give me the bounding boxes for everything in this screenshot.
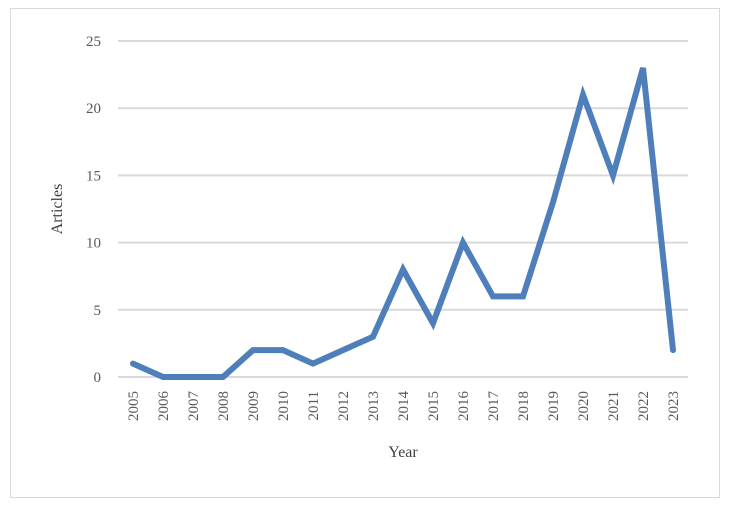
x-tick-label: 2007 — [186, 391, 202, 422]
x-tick-label: 2012 — [336, 391, 352, 421]
x-tick-label: 2017 — [486, 391, 502, 422]
x-tick-label: 2008 — [216, 391, 232, 421]
y-tick-label: 0 — [94, 370, 102, 386]
y-tick-label: 15 — [86, 168, 101, 184]
series-line — [130, 67, 676, 380]
x-tick-label: 2015 — [426, 391, 442, 421]
y-tick-label: 20 — [86, 101, 101, 117]
y-tick-label: 5 — [94, 303, 102, 319]
y-tick-label: 25 — [86, 34, 101, 50]
x-axis-ticks: 2005 2006 2007 2008 2009 2010 2011 2012 2013 2014… — [126, 391, 682, 422]
x-tick-label: 2016 — [456, 391, 472, 422]
x-tick-label: 2021 — [606, 391, 622, 421]
gridlines — [118, 40, 688, 311]
x-tick-label: 2013 — [366, 391, 382, 421]
x-tick-label: 2022 — [636, 391, 652, 421]
y-axis-ticks: 0 5 10 15 20 25 — [86, 34, 101, 386]
x-tick-label: 2006 — [156, 391, 172, 422]
x-tick-label: 2019 — [546, 391, 562, 421]
x-tick-label: 2009 — [246, 391, 262, 421]
x-tick-label: 2014 — [396, 391, 412, 422]
y-axis-title: Articles — [49, 184, 66, 235]
x-tick-label: 2010 — [276, 391, 292, 421]
x-tick-label: 2020 — [576, 391, 592, 421]
x-tick-label: 2018 — [516, 391, 532, 421]
x-tick-label: 2005 — [126, 391, 142, 421]
x-tick-label: 2011 — [306, 391, 322, 420]
x-axis-title: Year — [388, 444, 418, 461]
x-tick-label: 2023 — [666, 391, 682, 421]
y-tick-label: 10 — [86, 236, 101, 252]
chart-frame — [10, 8, 720, 498]
